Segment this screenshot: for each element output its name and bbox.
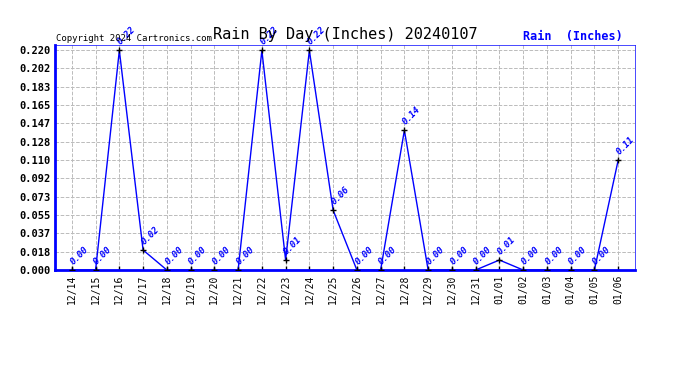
Text: 0.00: 0.00 (424, 244, 446, 266)
Text: 0.00: 0.00 (377, 244, 399, 266)
Text: 0.00: 0.00 (187, 244, 208, 266)
Text: 0.00: 0.00 (567, 244, 589, 266)
Text: 0.22: 0.22 (258, 25, 280, 46)
Text: 0.06: 0.06 (330, 184, 351, 206)
Text: 0.02: 0.02 (139, 225, 161, 246)
Text: Copyright 2024 Cartronics.com: Copyright 2024 Cartronics.com (57, 34, 213, 43)
Title: Rain By Day (Inches) 20240107: Rain By Day (Inches) 20240107 (213, 27, 477, 42)
Text: 0.01: 0.01 (496, 234, 518, 256)
Text: 0.01: 0.01 (282, 234, 304, 256)
Text: 0.00: 0.00 (235, 244, 256, 266)
Text: 0.00: 0.00 (472, 244, 493, 266)
Text: 0.00: 0.00 (543, 244, 565, 266)
Text: 0.00: 0.00 (68, 244, 90, 266)
Text: 0.00: 0.00 (210, 244, 233, 266)
Text: Rain  (Inches): Rain (Inches) (524, 30, 623, 43)
Text: 0.22: 0.22 (116, 25, 137, 46)
Text: 0.00: 0.00 (92, 244, 114, 266)
Text: 0.11: 0.11 (615, 135, 636, 156)
Text: 0.00: 0.00 (164, 244, 185, 266)
Text: 0.00: 0.00 (353, 244, 375, 266)
Text: 0.22: 0.22 (306, 25, 327, 46)
Text: 0.00: 0.00 (591, 244, 613, 266)
Text: 0.00: 0.00 (520, 244, 541, 266)
Text: 0.14: 0.14 (401, 105, 422, 126)
Text: 0.00: 0.00 (448, 244, 470, 266)
